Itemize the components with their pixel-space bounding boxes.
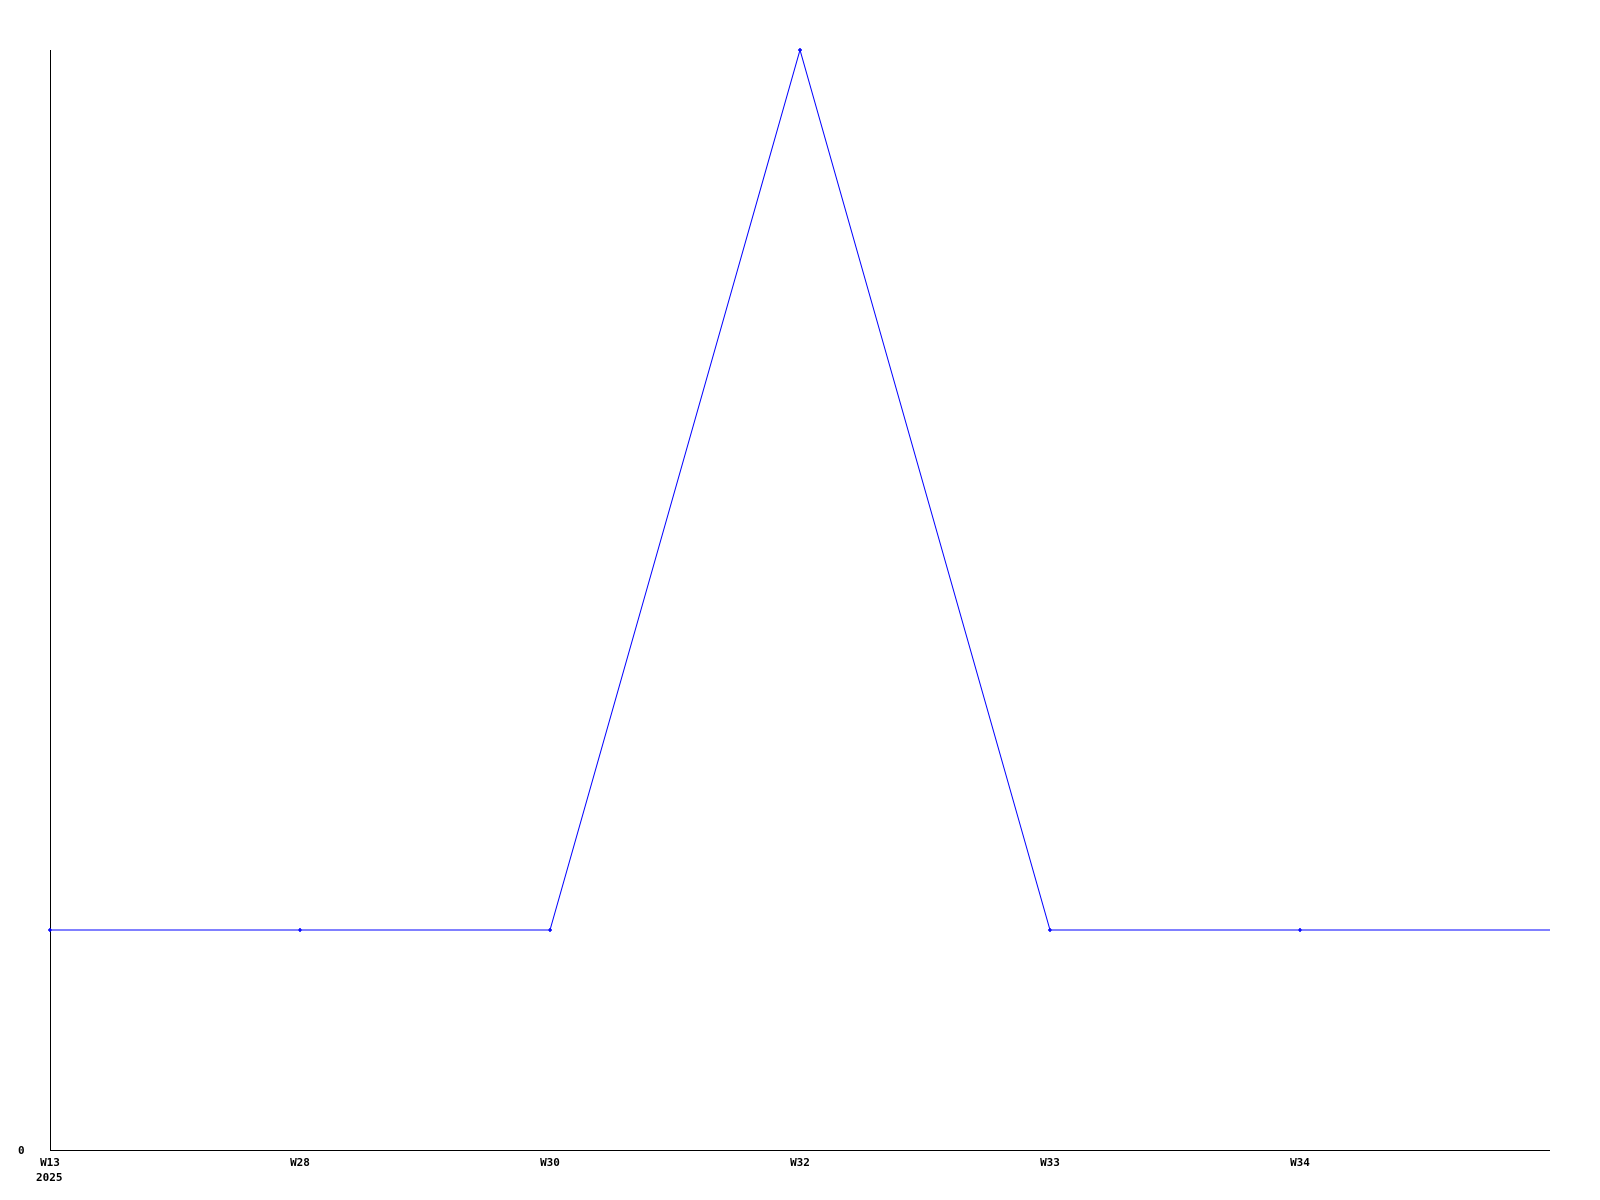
x-year-label: 2025 [36, 1171, 63, 1184]
data-point-W13 [48, 928, 52, 932]
data-point-W33 [1048, 928, 1052, 932]
data-point-W30 [548, 928, 552, 932]
data-point-W28 [298, 928, 302, 932]
x-tick-label: W33 [1040, 1156, 1060, 1169]
data-point-W34 [1298, 928, 1302, 932]
x-tick-label: W30 [540, 1156, 560, 1169]
x-tick-label: W28 [290, 1156, 310, 1169]
x-tick-label: W32 [790, 1156, 810, 1169]
y-tick-label-0: 0 [18, 1144, 25, 1157]
x-tick-label: W34 [1290, 1156, 1310, 1169]
data-point-W32 [798, 48, 802, 52]
series-line [50, 48, 1550, 931]
x-tick-label: W13 [40, 1156, 60, 1169]
